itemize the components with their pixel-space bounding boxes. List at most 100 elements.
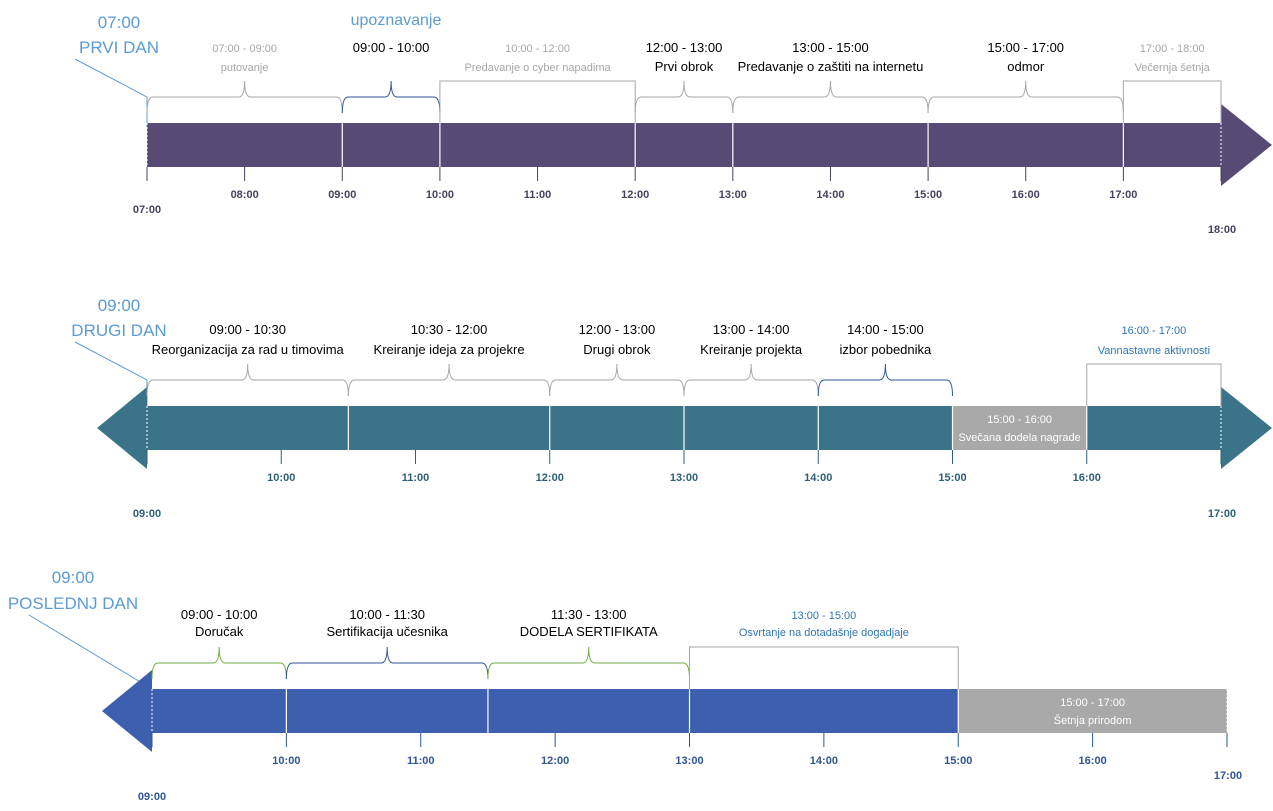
event-time: 17:00 - 18:00 xyxy=(1140,43,1205,55)
tick-label: 11:00 xyxy=(402,472,430,484)
event-brace xyxy=(634,80,734,114)
event-label: Drugi obrok xyxy=(583,342,651,357)
event-label: Kreiranje ideja za projekre xyxy=(374,342,525,357)
timeline-block xyxy=(958,689,1227,733)
timeline-bar xyxy=(147,123,1221,167)
tick-label: 17:00 xyxy=(1109,189,1137,201)
event-brace xyxy=(146,80,343,114)
event-brace xyxy=(487,646,690,680)
block-time: 15:00 - 17:00 xyxy=(1060,697,1125,709)
arrow-head-right xyxy=(1221,387,1272,469)
event-time: 10:30 - 12:00 xyxy=(411,322,488,337)
tick-label: 10:00 xyxy=(272,755,300,767)
end-time-label: 17:00 xyxy=(1214,770,1242,782)
block-time: 15:00 - 16:00 xyxy=(987,414,1052,426)
event-label: DODELA SERTIFIKATA xyxy=(520,624,658,639)
tick-label: 10:00 xyxy=(426,189,454,201)
leader-line xyxy=(28,614,153,690)
tick-label: 13:00 xyxy=(719,189,747,201)
event-label: izbor pobednika xyxy=(839,342,932,357)
event-time: 10:00 - 11:30 xyxy=(349,607,425,622)
tick-label: 09:00 xyxy=(328,189,356,201)
tick-label: 13:00 xyxy=(675,755,703,767)
timeline-day2: 09:00 DRUGI DAN 15:00 - 16:00 Svečana dodel… xyxy=(71,296,1272,520)
event-label: Predavanje o zaštiti na internetu xyxy=(738,59,924,74)
event-brace xyxy=(347,363,551,397)
event-box xyxy=(689,646,959,689)
event-label: Reorganizacija za rad u timovima xyxy=(152,342,345,357)
tick-label: 14:00 xyxy=(810,755,838,767)
event-time: 09:00 - 10:00 xyxy=(181,607,258,622)
tick-label: 14:00 xyxy=(816,189,844,201)
intro-label: upoznavanje xyxy=(351,12,442,29)
block-label: Šetnja prirodom xyxy=(1054,714,1132,727)
event-brace xyxy=(683,363,819,397)
event-time: 13:00 - 14:00 xyxy=(713,322,790,337)
tick-label: 16:00 xyxy=(1079,755,1107,767)
day-start-time: 09:00 xyxy=(98,296,141,315)
event-time: 09:00 - 10:30 xyxy=(209,322,286,337)
arrow-head-left xyxy=(102,670,152,752)
start-time-label: 09:00 xyxy=(133,508,161,520)
tick-label: 11:00 xyxy=(524,189,552,201)
tick-label: 10:00 xyxy=(267,472,295,484)
tick-label: 12:00 xyxy=(621,189,649,201)
day-title: POSLEDNJ DAN xyxy=(8,594,138,613)
day-start-time: 07:00 xyxy=(98,13,141,32)
event-time: 11:30 - 13:00 xyxy=(551,607,627,622)
event-brace xyxy=(927,80,1124,114)
tick-label: 16:00 xyxy=(1012,189,1040,201)
event-time: 09:00 - 10:00 xyxy=(353,40,430,55)
timeline-block xyxy=(952,406,1087,450)
event-brace xyxy=(146,363,349,397)
event-brace xyxy=(151,646,287,680)
tick-label: 15:00 xyxy=(938,472,966,484)
event-time: 12:00 - 13:00 xyxy=(579,322,656,337)
event-box xyxy=(1086,363,1222,406)
event-brace xyxy=(549,363,685,397)
event-label: putovanje xyxy=(221,62,269,74)
timeline-day3: 09:00 POSLEDNJ DAN 15:00 - 17:00 Šetnja pri… xyxy=(8,568,1242,803)
tick-label: 15:00 xyxy=(944,755,972,767)
event-label: Sertifikacija učesnika xyxy=(326,624,448,639)
event-time: 13:00 - 15:00 xyxy=(792,40,869,55)
event-brace xyxy=(732,80,929,114)
tick-label: 08:00 xyxy=(231,189,259,201)
day-title: PRVI DAN xyxy=(79,38,159,57)
tick-label: 15:00 xyxy=(914,189,942,201)
event-time: 15:00 - 17:00 xyxy=(987,40,1064,55)
start-time-label: 09:00 xyxy=(138,791,166,803)
event-label: Prvi obrok xyxy=(655,59,714,74)
tick-label: 12:00 xyxy=(536,472,564,484)
event-time: 12:00 - 13:00 xyxy=(646,40,723,55)
end-time-label: 17:00 xyxy=(1208,508,1236,520)
tick-label: 13:00 xyxy=(670,472,698,484)
event-time: 07:00 - 09:00 xyxy=(212,43,277,55)
arrow-head-right xyxy=(1221,104,1272,186)
event-time: 10:00 - 12:00 xyxy=(505,43,570,55)
tick-label: 14:00 xyxy=(804,472,832,484)
tick-label: 11:00 xyxy=(407,755,435,767)
event-brace xyxy=(817,363,953,397)
event-label: Vannastavne aktivnosti xyxy=(1098,345,1210,357)
timeline-day1: 07:00 PRVI DAN 08:00 09:00 10:00 11:00 12:00 13… xyxy=(74,13,1272,236)
event-label: Osvrtanje na dotadašnje dogadjaje xyxy=(739,627,909,639)
day-title: DRUGI DAN xyxy=(71,321,166,340)
event-time: 16:00 - 17:00 xyxy=(1121,325,1186,337)
start-time-label: 07:00 xyxy=(133,204,161,216)
event-box xyxy=(1122,80,1222,123)
end-time-label: 18:00 xyxy=(1208,224,1236,236)
block-label: Svečana dodela nagrade xyxy=(958,432,1080,444)
event-label: Kreiranje projekta xyxy=(700,342,803,357)
event-label: Predavanje o cyber napadima xyxy=(464,62,611,74)
event-label: odmor xyxy=(1007,59,1045,74)
day-start-time: 09:00 xyxy=(52,568,95,587)
event-box xyxy=(439,80,636,123)
event-label: Večernja šetnja xyxy=(1135,62,1211,74)
event-time: 14:00 - 15:00 xyxy=(847,322,924,337)
event-brace xyxy=(285,646,489,680)
event-label: Doručak xyxy=(195,624,244,639)
arrow-head-left xyxy=(97,387,147,469)
tick-label: 12:00 xyxy=(541,755,569,767)
